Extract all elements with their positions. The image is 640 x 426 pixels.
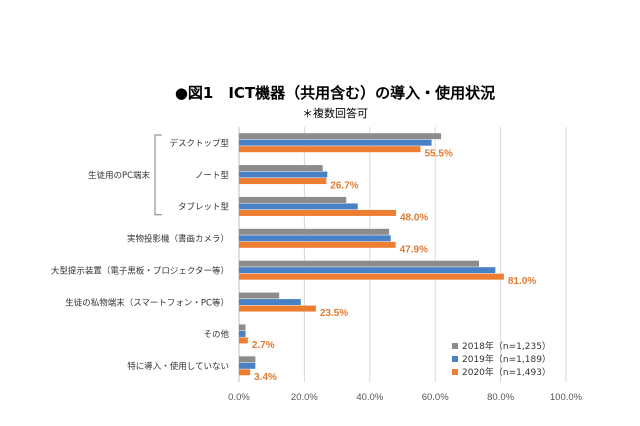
data-label: 2.7%: [252, 340, 275, 351]
legend-swatch: [452, 343, 458, 349]
bar: [239, 356, 256, 363]
data-label: 48.0%: [400, 212, 428, 223]
legend-label: 2018年（n=1,235）: [462, 340, 551, 352]
bar: [239, 133, 442, 140]
chart-title: ●図1 ICT機器（共用含む）の導入・使用状況: [175, 84, 495, 102]
bar: [239, 209, 396, 216]
bar: [239, 241, 396, 248]
data-label: 23.5%: [320, 308, 348, 319]
bar: [239, 196, 347, 203]
bar: [239, 203, 358, 210]
category-label: デスクトップ型: [169, 138, 229, 149]
bar: [239, 362, 256, 369]
category-label: 生徒の私物端末（スマートフォン・PC等）: [65, 297, 229, 308]
bar: [239, 146, 421, 153]
x-tick-label: 0.0%: [228, 392, 250, 403]
data-label: 55.5%: [424, 149, 452, 160]
legend-swatch: [452, 369, 458, 375]
legend-label: 2019年（n=1,189）: [462, 353, 551, 365]
bar: [239, 171, 328, 178]
x-tick-label: 40.0%: [356, 392, 383, 403]
bar: [239, 305, 316, 312]
bar: [239, 267, 496, 274]
data-label: 3.4%: [254, 372, 277, 383]
bar: [239, 235, 391, 242]
category-label: 大型提示装置（電子黒板・プロジェクター等）: [51, 265, 229, 276]
x-tick-label: 20.0%: [291, 392, 318, 403]
data-label: 26.7%: [330, 181, 358, 192]
bar: [239, 299, 301, 306]
bar: [239, 324, 246, 331]
chart-subtitle: ＊複数回答可: [302, 106, 368, 120]
bar: [239, 178, 327, 185]
category-label: 実物投影機（書画カメラ）: [127, 234, 229, 245]
bar: [239, 337, 248, 344]
bar: [239, 273, 504, 280]
x-tick-label: 100.0%: [550, 392, 583, 403]
bar: [239, 165, 323, 172]
category-label: タブレット型: [178, 202, 230, 213]
category-label: 特に導入・使用していない: [127, 361, 229, 372]
x-tick-label: 60.0%: [422, 392, 449, 403]
category-label: その他: [203, 329, 229, 340]
bar: [239, 369, 251, 376]
data-label: 81.0%: [508, 276, 536, 287]
legend-label: 2020年（n=1,493）: [462, 366, 551, 378]
bar: [239, 260, 480, 267]
group-label: 生徒用のPC端末: [88, 170, 151, 181]
x-tick-label: 80.0%: [487, 392, 514, 403]
bar: [239, 292, 280, 299]
plot-area: 0.0% 20.0% 40.0% 60.0% 80.0% 100.0% デスクトップ型 55.…: [51, 127, 583, 403]
bar: [239, 228, 390, 235]
legend-swatch: [452, 356, 458, 362]
bar: [239, 330, 246, 337]
data-label: 47.9%: [400, 244, 428, 255]
category-label: ノート型: [195, 171, 230, 181]
group-bracket: [154, 134, 162, 216]
bar: [239, 139, 432, 146]
